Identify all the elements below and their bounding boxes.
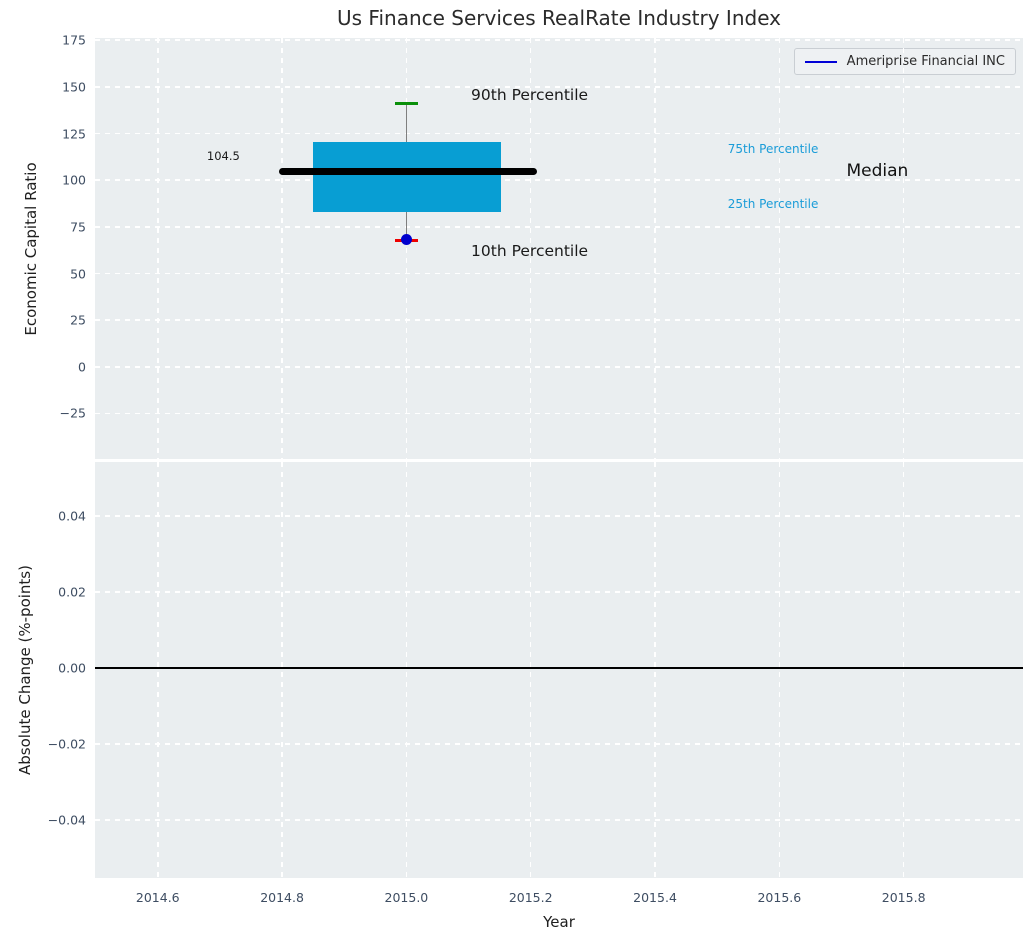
gridline-x — [654, 462, 656, 878]
gridline-y — [95, 39, 1023, 41]
legend: Ameriprise Financial INC — [793, 48, 1016, 75]
gridline-y — [95, 179, 1023, 181]
gridline-y — [95, 515, 1023, 517]
median-line — [278, 168, 537, 176]
gridline-y — [95, 412, 1023, 415]
top-axes: Ameriprise Financial INC 104.5 90th Perce… — [95, 38, 1023, 459]
annotation-10th-percentile: 10th Percentile — [471, 242, 589, 261]
x-tick-label: 2014.6 — [135, 890, 180, 905]
gridline-y — [95, 591, 1023, 593]
x-tick-label: 2014.8 — [260, 890, 304, 905]
gridline-x — [405, 462, 408, 878]
gridline-x — [405, 38, 408, 459]
x-tick-label: 2015.6 — [757, 890, 802, 905]
company-point — [400, 233, 412, 245]
y-tick-label: 0 — [78, 359, 86, 375]
y-tick-label: 150 — [62, 79, 86, 95]
legend-line-sample — [804, 60, 837, 63]
gridline-y — [95, 743, 1023, 745]
y-tick-label: 25 — [70, 312, 86, 328]
y-tick-label: 75 — [70, 219, 86, 235]
y-axis-label-top: Economic Capital Ratio — [22, 161, 40, 336]
gridline-x — [529, 38, 532, 459]
gridline-x — [902, 38, 905, 459]
legend-label: Ameriprise Financial INC — [846, 54, 1005, 69]
x-axis-label: Year — [543, 913, 575, 931]
y-tick-label: 0.02 — [58, 584, 86, 600]
gridline-y — [95, 366, 1023, 368]
y-tick-label: 125 — [62, 126, 86, 142]
gridline-y — [95, 319, 1023, 321]
y-tick-label: 100 — [62, 172, 86, 188]
gridline-x — [778, 38, 781, 459]
gridline-x — [529, 462, 532, 878]
y-tick-label: 0.04 — [58, 508, 86, 524]
y-axis-label-bottom: Absolute Change (%-points) — [16, 565, 34, 775]
x-tick-label: 2015.8 — [881, 890, 926, 905]
y-tick-label: −25 — [59, 405, 86, 421]
zero-line — [95, 667, 1023, 669]
gridline-x — [281, 38, 283, 459]
gridline-x — [654, 38, 656, 459]
annotation-25th-percentile: 25th Percentile — [727, 196, 819, 211]
gridline-y — [95, 819, 1023, 821]
x-tick-label: 2015.4 — [633, 890, 677, 905]
y-tick-label: 0.00 — [58, 660, 86, 676]
gridline-y — [95, 272, 1023, 275]
y-tick-label: 50 — [70, 266, 86, 281]
gridline-y — [95, 226, 1023, 228]
gridline-x — [778, 462, 781, 878]
annotation-median: Median — [846, 160, 909, 181]
bottom-axes — [95, 462, 1023, 878]
x-tick-label: 2015.2 — [508, 890, 553, 905]
y-tick-label: −0.04 — [47, 812, 86, 828]
y-tick-label: −0.02 — [47, 736, 86, 752]
gridline-x — [157, 38, 159, 459]
gridline-x — [902, 462, 905, 878]
chart-title: Us Finance Services RealRate Industry In… — [337, 6, 781, 30]
gridline-y — [95, 132, 1023, 135]
y-tick-label: 175 — [62, 32, 86, 48]
annotation-90th-percentile: 90th Percentile — [471, 86, 589, 105]
annotation-75th-percentile: 75th Percentile — [727, 141, 819, 156]
gridline-y — [95, 86, 1023, 88]
whisker-cap-upper — [394, 101, 419, 106]
annotation-104-5: 104.5 — [206, 148, 240, 163]
gridline-x — [281, 462, 283, 878]
x-tick-label: 2015.0 — [384, 890, 429, 905]
box-iqr — [312, 141, 501, 213]
gridline-x — [157, 462, 159, 878]
